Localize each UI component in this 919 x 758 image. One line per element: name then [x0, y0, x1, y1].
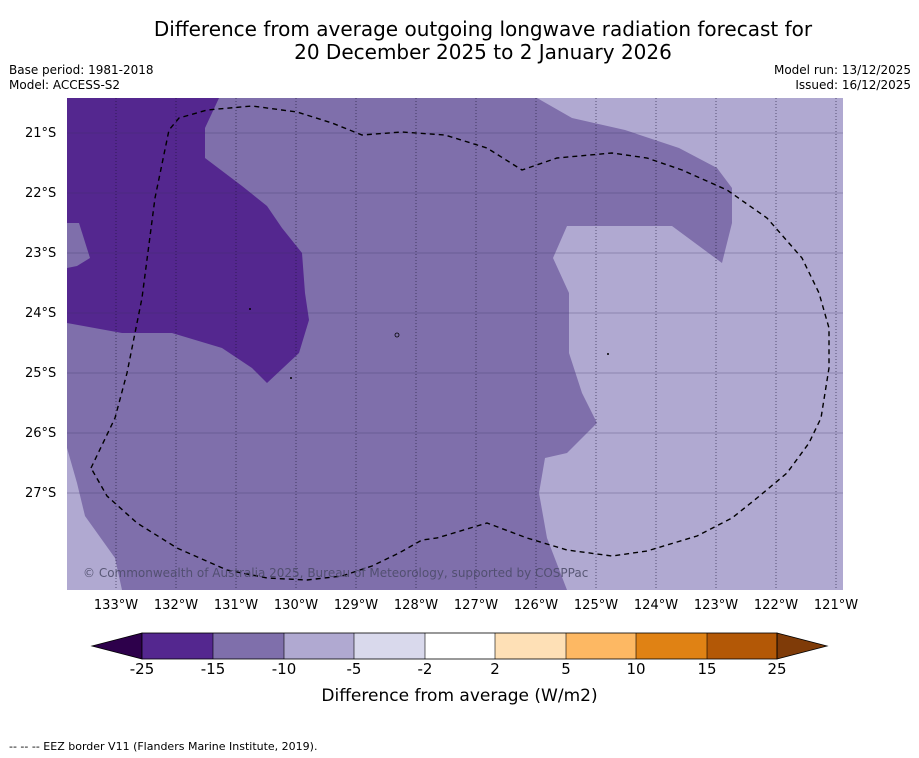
copyright-text: © Commonwealth of Australia 2025, Bureau… [83, 566, 588, 580]
lat-label-23s: 23°S [25, 246, 57, 261]
lon-label-129w: 129°W [333, 598, 379, 613]
lat-label-21s: 21°S [25, 126, 57, 141]
issued-date: Issued: 16/12/2025 [795, 78, 911, 92]
region-dark [67, 98, 309, 383]
colorbar-bin-1 [142, 633, 213, 659]
cb-tick-2: 2 [490, 660, 500, 678]
colorbar-bin-7 [566, 633, 636, 659]
colorbar-bin-2 [213, 633, 284, 659]
lon-label-127w: 127°W [453, 598, 499, 613]
lon-label-122w: 122°W [753, 598, 799, 613]
lon-gridlines [115, 98, 837, 590]
title-line-1: Difference from average outgoing longwav… [153, 17, 813, 41]
chart-title: Difference from average outgoing longwav… [0, 18, 919, 64]
lat-label-24s: 24°S [25, 306, 57, 321]
meta-left: Base period: 1981-2018 Model: ACCESS-S2 [9, 63, 154, 93]
base-period: Base period: 1981-2018 [9, 63, 154, 77]
region-notch [67, 223, 90, 268]
island-marker [394, 332, 400, 338]
cb-tick-10: 10 [626, 660, 646, 678]
cb-tick-neg25: -25 [129, 660, 155, 678]
colorbar-bin-9 [707, 633, 777, 659]
cb-tick-5: 5 [561, 660, 571, 678]
cb-tick-neg5: -5 [346, 660, 362, 678]
cb-tick-15: 15 [697, 660, 717, 678]
model-run: Model run: 13/12/2025 [773, 63, 911, 77]
map-svg: © Commonwealth of Australia 2025, Bureau… [67, 98, 843, 590]
colorbar-extend-high [776, 632, 829, 660]
meta-right: Model run: 13/12/2025 Issued: 16/12/2025 [774, 63, 911, 93]
lat-label-27s: 27°S [25, 486, 57, 501]
map-panel: © Commonwealth of Australia 2025, Bureau… [67, 98, 843, 590]
lon-label-123w: 123°W [693, 598, 739, 613]
colorbar-bin-4 [354, 633, 425, 659]
colorbar-frame [141, 632, 778, 660]
eez-footnote: -- -- -- EEZ border V11 (Flanders Marine… [9, 740, 318, 753]
lat-label-26s: 26°S [25, 426, 57, 441]
speck-2 [290, 377, 292, 379]
model-name: Model: ACCESS-S2 [9, 78, 121, 92]
eez-border [90, 105, 830, 581]
lat-label-22s: 22°S [25, 186, 57, 201]
lon-label-121w: 121°W [813, 598, 859, 613]
colorbar-bin-3 [284, 633, 354, 659]
colorbar-dividers [212, 633, 708, 659]
lon-label-125w: 125°W [573, 598, 619, 613]
colorbar-label: Difference from average (W/m2) [321, 686, 598, 706]
lat-gridlines [67, 132, 843, 494]
cb-tick-neg10: -10 [271, 660, 297, 678]
colorbar [90, 632, 829, 660]
speck-3 [607, 353, 609, 355]
lon-label-132w: 132°W [153, 598, 199, 613]
lon-label-128w: 128°W [393, 598, 439, 613]
colorbar-extend-low [90, 632, 143, 660]
cb-tick-neg2: -2 [417, 660, 433, 678]
lat-label-25s: 25°S [25, 366, 57, 381]
cb-tick-neg15: -15 [200, 660, 226, 678]
speck-1 [249, 308, 251, 310]
colorbar-bin-6 [495, 633, 566, 659]
title-line-2: 20 December 2025 to 2 January 2026 [294, 40, 672, 64]
cb-tick-25: 25 [767, 660, 787, 678]
lon-label-133w: 133°W [93, 598, 139, 613]
lon-label-131w: 131°W [213, 598, 259, 613]
colorbar-bin-8 [636, 633, 707, 659]
colorbar-bin-5 [425, 633, 495, 659]
lon-label-126w: 126°W [513, 598, 559, 613]
lon-label-130w: 130°W [273, 598, 319, 613]
lon-label-124w: 124°W [633, 598, 679, 613]
